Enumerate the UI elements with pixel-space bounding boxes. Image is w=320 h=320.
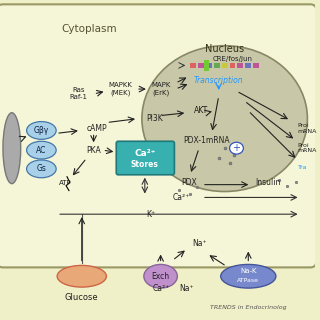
- Text: Ca²⁺: Ca²⁺: [134, 148, 156, 158]
- Bar: [229, 63, 236, 68]
- Text: ATP: ATP: [59, 180, 72, 186]
- Text: ATPase: ATPase: [237, 278, 259, 283]
- Ellipse shape: [27, 122, 56, 139]
- Text: Insulin: Insulin: [255, 178, 281, 187]
- Ellipse shape: [142, 46, 308, 192]
- Text: Ras
Raf-1: Ras Raf-1: [70, 87, 88, 100]
- Text: Na-K: Na-K: [240, 268, 257, 274]
- Ellipse shape: [3, 113, 21, 184]
- Text: Proi
mRNA: Proi mRNA: [298, 123, 317, 134]
- Text: Gs: Gs: [36, 164, 46, 173]
- Ellipse shape: [27, 141, 56, 159]
- Bar: [222, 63, 228, 68]
- Text: Transcription: Transcription: [194, 76, 244, 85]
- Text: Proi
mRNA: Proi mRNA: [298, 143, 317, 153]
- Bar: [245, 63, 251, 68]
- Text: Tra: Tra: [298, 165, 307, 170]
- Bar: [206, 63, 212, 68]
- Text: PDX: PDX: [181, 178, 197, 187]
- Ellipse shape: [27, 160, 56, 178]
- Text: PI3K: PI3K: [146, 114, 163, 123]
- FancyBboxPatch shape: [116, 141, 174, 175]
- Text: AC: AC: [36, 146, 47, 155]
- Bar: [237, 63, 244, 68]
- Text: Nucleus: Nucleus: [205, 44, 244, 54]
- Text: cAMP: cAMP: [87, 124, 107, 133]
- Bar: [204, 60, 209, 71]
- Text: Stores: Stores: [131, 160, 159, 169]
- Text: PKA: PKA: [87, 146, 101, 155]
- Text: TRENDS in Endocrinolog: TRENDS in Endocrinolog: [210, 305, 287, 310]
- Text: Ca²⁺: Ca²⁺: [153, 284, 170, 292]
- Bar: [198, 63, 204, 68]
- Text: Glucose: Glucose: [65, 293, 99, 302]
- Bar: [214, 63, 220, 68]
- Text: +: +: [232, 143, 240, 153]
- Text: Ca²⁺: Ca²⁺: [172, 193, 190, 202]
- Text: K⁺: K⁺: [146, 210, 155, 219]
- Text: Exch: Exch: [152, 272, 170, 281]
- Text: AKT: AKT: [194, 106, 208, 115]
- Text: Na⁺: Na⁺: [179, 284, 194, 292]
- Bar: [190, 63, 196, 68]
- Text: Na⁺: Na⁺: [192, 239, 207, 248]
- Text: MAPK
(ErK): MAPK (ErK): [151, 82, 170, 96]
- Text: MAPKK
(MEK): MAPKK (MEK): [108, 82, 132, 96]
- FancyBboxPatch shape: [0, 4, 316, 268]
- Text: Cytoplasm: Cytoplasm: [61, 24, 117, 34]
- Ellipse shape: [229, 142, 244, 154]
- Bar: [253, 63, 259, 68]
- Ellipse shape: [221, 264, 276, 288]
- Text: PDX-1mRNA: PDX-1mRNA: [184, 136, 230, 145]
- Ellipse shape: [144, 264, 177, 288]
- Text: Gβγ: Gβγ: [34, 126, 49, 135]
- Text: CRE/fos/Jun: CRE/fos/Jun: [212, 56, 252, 61]
- Ellipse shape: [57, 265, 107, 287]
